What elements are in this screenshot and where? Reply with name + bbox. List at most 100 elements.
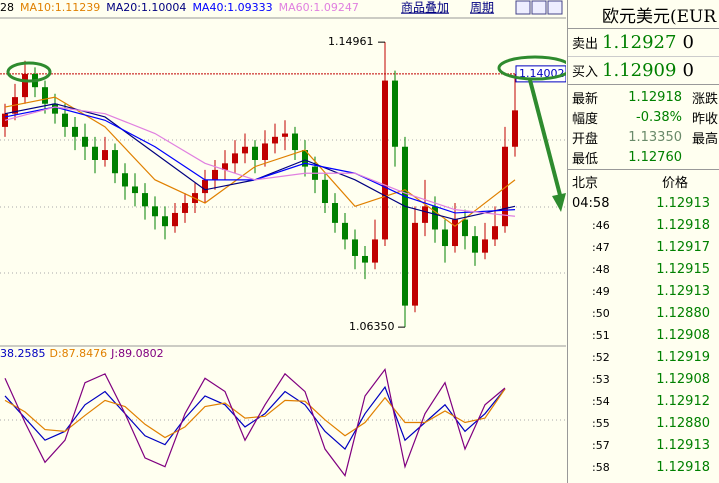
candle-body	[462, 219, 468, 237]
candle-body	[182, 203, 188, 213]
ma-line	[4, 103, 516, 221]
candle-body	[422, 206, 428, 223]
candle-body	[132, 186, 138, 194]
tick-time: :46	[592, 218, 610, 232]
tick-time: :54	[592, 394, 610, 408]
price: 1.12927	[602, 32, 677, 53]
legend-entry: 28	[0, 1, 14, 14]
low-label: 1.06350	[349, 320, 395, 333]
candle-body	[112, 150, 118, 174]
candle-body	[142, 193, 148, 207]
candle-body	[302, 150, 308, 167]
tick-time: :55	[592, 416, 610, 430]
candle-body	[502, 146, 508, 227]
nav-button[interactable]	[547, 0, 563, 15]
tick-row: :57 1.12913	[568, 434, 719, 456]
nav-button[interactable]	[531, 0, 547, 15]
candle-body	[432, 206, 438, 230]
tick-row: :50 1.12880	[568, 302, 719, 324]
candle-body	[202, 179, 208, 194]
sell-row: 卖出 1.12927 0	[568, 29, 719, 57]
candle-body	[152, 206, 158, 217]
candle-body	[412, 222, 418, 306]
candle-body	[122, 173, 128, 187]
nav-button[interactable]	[515, 0, 531, 15]
tick-row: :46 1.12918	[568, 214, 719, 236]
highlight-ellipse	[6, 61, 52, 83]
label: 卖出	[572, 37, 599, 52]
tick-row: :55 1.12880	[568, 412, 719, 434]
tick-list: 北京 价格 04:58 1.12913:46 1.12918:47 1.12917:48 1…	[568, 170, 719, 478]
tick-row: :48 1.12915	[568, 258, 719, 280]
tick-row: :52 1.12919	[568, 346, 719, 368]
candle-body	[282, 133, 288, 137]
tick-row: :58 1.12918	[568, 456, 719, 478]
candle-body	[72, 126, 78, 137]
qty: 0	[682, 60, 694, 81]
tick-time: :48	[592, 262, 610, 276]
tick-header: 北京 价格	[568, 170, 719, 192]
stat-row: 最低 1.12760	[568, 147, 719, 167]
candle-body	[232, 153, 238, 164]
legend-entry: MA40:1.09333	[192, 1, 272, 14]
candle-body	[342, 222, 348, 240]
tick-time: :51	[592, 328, 610, 342]
tick-time: 04:58	[572, 195, 610, 211]
candle-body	[402, 146, 408, 306]
ma-line	[4, 106, 516, 214]
tick-price: 1.12919	[656, 349, 710, 365]
toolbar-button[interactable]: 周期	[470, 1, 494, 15]
arrow-head	[552, 193, 566, 212]
candle-body	[212, 169, 218, 180]
tick-row: :53 1.12908	[568, 368, 719, 390]
candle-body	[372, 239, 378, 263]
legend-entry: MA60:1.09247	[279, 1, 359, 14]
legend-entry: D:87.8476	[50, 347, 108, 360]
tick-row: :51 1.12908	[568, 324, 719, 346]
stat-value: 1.13350	[628, 129, 682, 145]
tick-price: 1.12912	[656, 393, 710, 409]
candle-body	[42, 87, 48, 104]
candle-body	[172, 212, 178, 227]
candle-body	[262, 143, 268, 160]
candle-body	[52, 103, 58, 114]
tick-price: 1.12908	[656, 327, 710, 343]
tick-time: :58	[592, 460, 610, 474]
tick-row: :54 1.12912	[568, 390, 719, 412]
tick-time: :50	[592, 306, 610, 320]
candle-body	[332, 203, 338, 223]
stat-value: 1.12760	[628, 149, 682, 165]
tick-row: :47 1.12917	[568, 236, 719, 258]
tick-price: 1.12908	[656, 371, 710, 387]
tick-price: 1.12918	[656, 459, 710, 475]
tick-price: 1.12913	[656, 283, 710, 299]
candle-body	[472, 236, 478, 253]
tick-time: :53	[592, 372, 610, 386]
stat-label: 昨收	[692, 111, 719, 127]
tick-row: 04:58 1.12913	[568, 192, 719, 214]
highlight-ellipse	[497, 55, 566, 81]
tick-price: 1.12917	[656, 239, 710, 255]
stats: 最新 1.12918 涨跌 幅度 -0.38% 昨收 开盘 1.13350 最高 最低 1.1276…	[568, 85, 719, 170]
stat-row: 开盘 1.13350 最高	[568, 127, 719, 147]
candle-body	[382, 80, 388, 240]
candle-body	[452, 219, 458, 247]
legend-entry: 38.2585	[0, 347, 46, 360]
tick-row: :49 1.12913	[568, 280, 719, 302]
candle-body	[222, 163, 228, 170]
stat-value: 1.12918	[628, 89, 682, 105]
tick-price: 1.12913	[656, 195, 710, 211]
indicator-line	[4, 368, 506, 477]
toolbar-button[interactable]: 商品叠加	[401, 0, 449, 15]
candle-body	[102, 150, 108, 160]
indicator-line	[4, 385, 506, 450]
arrow	[528, 79, 562, 196]
candle-body	[442, 229, 448, 247]
indicator-panel: 38.2585 D:87.8476 J:89.0802	[0, 347, 506, 477]
candle-body	[352, 239, 358, 256]
tick-time: :52	[592, 350, 610, 364]
candle-body	[82, 136, 88, 147]
